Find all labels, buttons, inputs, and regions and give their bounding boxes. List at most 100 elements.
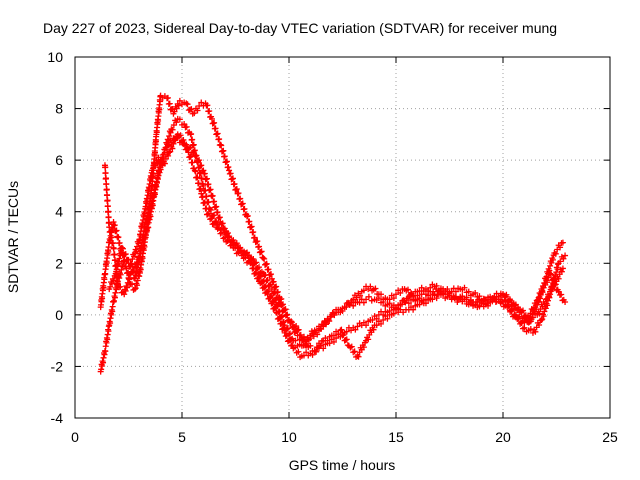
data-point-fill: [335, 331, 342, 338]
data-point: [260, 255, 267, 262]
y-tick-label: -4: [51, 410, 64, 426]
data-point-fill: [478, 300, 485, 307]
data-point-fill: [476, 293, 483, 300]
data-point-fill: [303, 349, 310, 356]
data-point-fill: [166, 133, 173, 140]
data-point-fill: [397, 289, 404, 296]
data-point-fill: [472, 289, 479, 296]
data-point-fill: [171, 108, 178, 115]
data-point-fill: [270, 278, 277, 285]
data-point: [410, 293, 417, 300]
data-point-fill: [225, 229, 232, 236]
data-point-fill: [169, 145, 176, 152]
x-tick-label: 20: [495, 429, 511, 445]
data-point-fill: [111, 222, 118, 229]
data-point: [131, 286, 138, 293]
data-point-fill: [330, 338, 337, 345]
data-point-fill: [459, 293, 466, 300]
x-tick-label: 0: [71, 429, 79, 445]
data-point-fill: [481, 296, 488, 303]
data-point-fill: [103, 180, 110, 187]
data-point-fill: [539, 289, 546, 296]
data-point-fill: [461, 284, 468, 291]
data-point-fill: [288, 319, 295, 326]
x-tick-label: 5: [178, 429, 186, 445]
data-point-fill: [198, 175, 205, 182]
data-point: [547, 270, 554, 277]
plot-frame: [74, 56, 611, 419]
data-point-fill: [348, 343, 355, 350]
data-point-fill: [225, 164, 232, 171]
data-point-fill: [119, 245, 126, 252]
data-point-fill: [448, 288, 455, 295]
data-point-fill: [246, 252, 253, 259]
data-point-fill: [350, 302, 357, 309]
data-point-fill: [250, 255, 257, 262]
data-point-fill: [293, 323, 300, 330]
data-point-fill: [180, 136, 187, 143]
data-point-fill: [485, 302, 492, 309]
data-point-fill: [190, 141, 197, 148]
x-axis-label: GPS time / hours: [289, 457, 396, 473]
data-point-fill: [557, 258, 564, 265]
data-point-fill: [278, 295, 285, 302]
data-point-fill: [451, 295, 458, 302]
data-point-fill: [548, 259, 555, 266]
data-point-fill: [545, 274, 552, 281]
data-point-fill: [307, 342, 314, 349]
data-point-fill: [160, 153, 167, 160]
data-point-fill: [261, 255, 268, 262]
data-point-fill: [164, 94, 171, 101]
data-point-fill: [117, 271, 124, 278]
data-point-fill: [194, 174, 201, 181]
data-point-fill: [343, 336, 350, 343]
data-point-fill: [216, 214, 223, 221]
data-point-fill: [330, 332, 337, 339]
data-point-fill: [337, 309, 344, 316]
data-point-fill: [256, 264, 263, 271]
data-point-fill: [124, 256, 131, 263]
data-point-fill: [502, 293, 509, 300]
data-point-fill: [292, 337, 299, 344]
data-point-fill: [433, 295, 440, 302]
data-point-fill: [237, 195, 244, 202]
data-point-fill: [283, 311, 290, 318]
data-point-fill: [230, 237, 237, 244]
data-point-fill: [510, 300, 517, 307]
data-point-fill: [398, 301, 405, 308]
data-point-fill: [340, 331, 347, 338]
data-point: [217, 141, 224, 148]
data-point-fill: [370, 326, 377, 333]
x-tick-label: 15: [388, 429, 404, 445]
data-point-fill: [108, 280, 115, 287]
data-point-fill: [110, 277, 117, 284]
data-point-fill: [221, 153, 228, 160]
data-point-fill: [555, 275, 562, 282]
data-point-fill: [386, 296, 393, 303]
data-point-fill: [558, 291, 565, 298]
data-point-fill: [221, 225, 228, 232]
data-point-fill: [534, 299, 541, 306]
data-point-fill: [560, 255, 567, 262]
data-point-fill: [201, 170, 208, 177]
data-point-fill: [372, 285, 379, 292]
data-point-fill: [211, 198, 218, 205]
data-point-fill: [540, 313, 547, 320]
data-point-fill: [536, 321, 543, 328]
data-point-fill: [558, 268, 565, 275]
data-point-fill: [177, 132, 184, 139]
data-point-fill: [343, 328, 350, 335]
data-point-fill: [175, 102, 182, 109]
data-point-fill: [384, 315, 391, 322]
data-point-fill: [541, 308, 548, 315]
data-point: [183, 100, 190, 107]
data-point-fill: [353, 294, 360, 301]
data-point-fill: [104, 191, 111, 198]
data-point-fill: [212, 125, 219, 132]
data-point-fill: [189, 159, 196, 166]
data-point-fill: [241, 205, 248, 212]
data-point-fill: [274, 294, 281, 301]
data-point-fill: [219, 220, 226, 227]
data-point-fill: [192, 168, 199, 175]
data-point: [422, 296, 429, 303]
